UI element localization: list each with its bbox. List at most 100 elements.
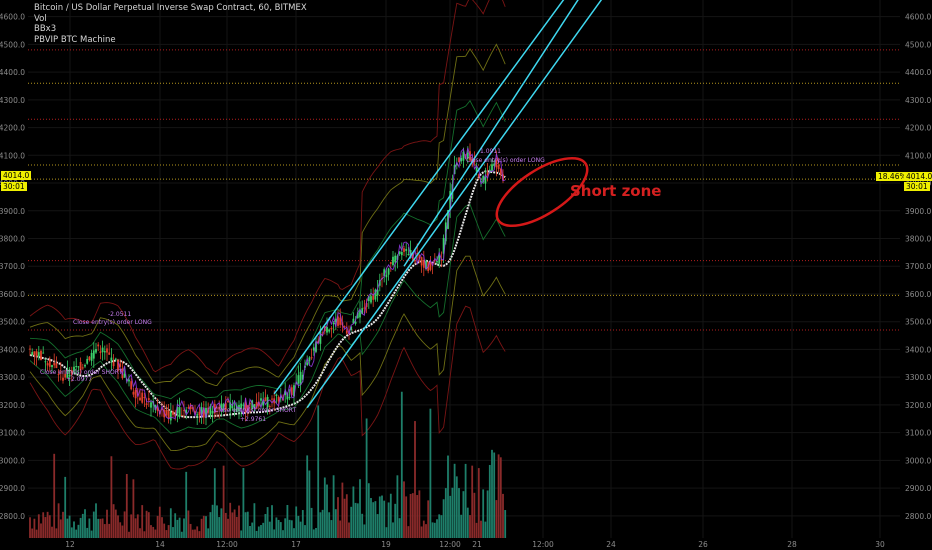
x-axis[interactable]: 12 14 12:00 17 19 12:00 21 12:00 24 26 28 30: [65, 540, 885, 549]
volume-bar: [290, 520, 293, 538]
volume-bar: [477, 468, 480, 538]
candle-body: [370, 296, 372, 303]
bb-indicator-label[interactable]: BBx3: [34, 24, 57, 34]
candle-body: [422, 260, 425, 268]
candle-body: [495, 160, 498, 168]
volume-bar: [288, 519, 291, 538]
candles: [29, 143, 506, 426]
candle-body: [218, 406, 221, 410]
candle-body: [86, 358, 89, 364]
volume-bar: [251, 522, 254, 538]
candle-body: [84, 364, 86, 367]
y-tick-label: 2900.0: [0, 484, 25, 493]
candle-body: [394, 255, 397, 263]
candle-body: [249, 403, 251, 405]
y-tick-label: 2900.0: [905, 484, 931, 493]
volume-bar: [62, 511, 64, 538]
volume-bar: [260, 525, 262, 538]
volume-bar: [51, 526, 53, 538]
x-tick-label: 24: [606, 540, 616, 549]
volume-bar: [185, 471, 188, 538]
strategy-label[interactable]: PBVIP BTC Machine: [34, 34, 116, 45]
y-tick-label: 3800.0: [905, 234, 931, 243]
candle-body: [440, 259, 443, 261]
volume-bar: [418, 490, 421, 538]
candle-body: [405, 248, 408, 251]
y-tick-label: 3100.0: [905, 429, 931, 438]
candle-body: [187, 407, 190, 409]
volume-bar: [132, 479, 135, 538]
x-tick-label: 12:00: [439, 540, 461, 549]
volume-bar: [183, 518, 185, 538]
short-zone-ellipse[interactable]: [486, 145, 597, 239]
volume-bar: [42, 512, 45, 538]
candle-body: [156, 406, 159, 411]
y-tick-label: 3900.0: [0, 207, 25, 216]
y-tick-label: 2800.0: [905, 512, 931, 521]
volume-bar: [29, 517, 31, 538]
candle-body: [359, 310, 361, 318]
y-tick-label: 3500.0: [0, 318, 25, 327]
candle-body: [389, 262, 392, 264]
vol-indicator-label[interactable]: Vol: [34, 13, 47, 24]
volume-bar: [328, 512, 331, 538]
candle-body: [55, 363, 58, 369]
volume-bar: [427, 500, 430, 538]
candle-body: [194, 411, 196, 414]
x-tick-label: 14: [155, 540, 165, 549]
volume-bar: [158, 506, 161, 538]
x-tick-label: 12: [65, 540, 75, 549]
volume-bar: [128, 531, 130, 538]
volume-bar: [403, 481, 405, 538]
short-zone-label: Short zone: [570, 182, 662, 200]
volume-bar: [473, 492, 476, 538]
volume-bar: [356, 503, 359, 538]
x-tick-label: 19: [381, 540, 391, 549]
volume-bar: [257, 526, 260, 538]
volume-bar: [462, 491, 465, 538]
volume-bar: [167, 525, 170, 538]
candle-body: [77, 366, 80, 368]
band-line: [29, 203, 506, 434]
volume-bar: [317, 405, 320, 538]
volume-bar: [495, 500, 498, 538]
candle-body: [372, 295, 375, 300]
grid-lines: [28, 0, 900, 538]
candle-body: [350, 326, 353, 331]
y-tick-label: 4400.0: [0, 68, 25, 77]
volume-bar: [367, 483, 370, 538]
volume-bar: [194, 529, 196, 538]
volume-bar: [125, 473, 128, 538]
candle-body: [222, 404, 225, 411]
volume-bar: [451, 487, 454, 538]
volume-bar: [273, 529, 276, 538]
candle-body: [299, 371, 302, 385]
trend-channel[interactable]: [273, 0, 615, 409]
x-tick-label: 21: [472, 540, 482, 549]
y-tick-label: 3500.0: [905, 318, 931, 327]
candle-body: [436, 261, 438, 263]
volume-bar: [97, 518, 100, 538]
y-axis-right[interactable]: 2800.0 2900.0 3000.0 3100.0 3200.0 3300.0 3400…: [905, 13, 931, 521]
y-tick-label: 3300.0: [0, 373, 25, 382]
candle-body: [301, 374, 304, 380]
volume-bar: [123, 511, 126, 538]
candle-body: [233, 408, 236, 411]
volume-bar: [84, 509, 86, 538]
candle-body: [363, 307, 366, 309]
volume-bar: [44, 517, 47, 538]
volume-bar: [35, 529, 38, 538]
candle-body: [88, 356, 91, 360]
y-axis-left[interactable]: 2800.0 2900.0 3000.0 3100.0 3200.0 3300.0 3400…: [0, 13, 25, 521]
candle-body: [356, 312, 359, 318]
y-tick-label: 3200.0: [905, 401, 931, 410]
x-tick-label: 17: [291, 540, 301, 549]
candle-body: [275, 394, 278, 397]
volume-bar: [332, 475, 335, 538]
volume-bar: [211, 504, 214, 538]
candle-body: [106, 348, 108, 353]
volume-bar: [301, 510, 304, 538]
candle-body: [167, 410, 170, 419]
